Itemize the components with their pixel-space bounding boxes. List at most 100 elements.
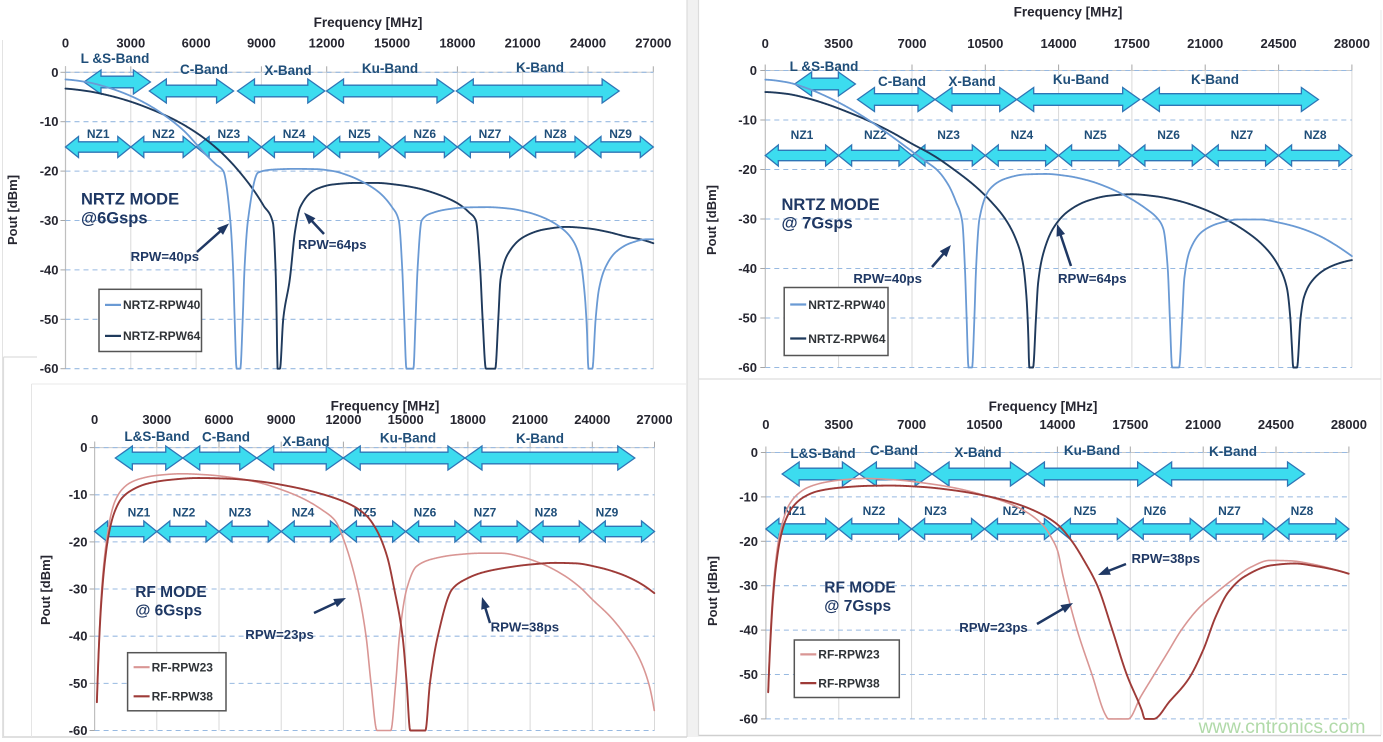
svg-text:-20: -20 [738,162,757,177]
svg-text:NZ4: NZ4 [292,506,315,520]
svg-text:Ku-Band: Ku-Band [362,61,418,76]
svg-text:0: 0 [62,35,69,50]
svg-text:NZ4: NZ4 [1011,128,1034,142]
svg-text:Frequency [MHz]: Frequency [MHz] [989,399,1098,414]
svg-text:-10: -10 [738,113,757,128]
svg-text:NZ5: NZ5 [1084,128,1107,142]
svg-text:3500: 3500 [824,36,853,51]
svg-text:21000: 21000 [505,35,541,50]
svg-text:NZ5: NZ5 [348,127,371,141]
svg-text:RPW=23ps: RPW=23ps [959,620,1028,635]
svg-text:-60: -60 [738,360,757,375]
svg-text:K-Band: K-Band [516,60,564,75]
svg-text:NZ8: NZ8 [535,506,558,520]
svg-text:Pout [dBm]: Pout [dBm] [5,175,20,245]
svg-text:RF-RPW38: RF-RPW38 [818,676,880,690]
svg-text:Ku-Band: Ku-Band [380,431,436,446]
svg-text:Ku-Band: Ku-Band [1053,72,1109,87]
svg-text:RF-RPW38: RF-RPW38 [152,690,214,704]
svg-text:NZ6: NZ6 [1144,504,1167,518]
svg-text:0: 0 [750,63,757,78]
svg-text:www.cntronics.com: www.cntronics.com [1198,716,1366,738]
svg-text:-40: -40 [738,261,757,276]
svg-text:C-Band: C-Band [870,443,918,458]
svg-text:RPW=38ps: RPW=38ps [1132,551,1201,566]
svg-text:C-Band: C-Band [180,62,228,77]
svg-text:NZ1: NZ1 [128,506,151,520]
svg-text:21000: 21000 [512,412,548,427]
svg-text:NZ7: NZ7 [1231,128,1254,142]
svg-text:NZ3: NZ3 [924,504,947,518]
svg-text:0: 0 [80,440,87,455]
svg-text:-50: -50 [739,667,758,682]
svg-text:7000: 7000 [897,417,926,432]
svg-text:Pout [dBm]: Pout [dBm] [704,185,719,255]
svg-text:X-Band: X-Band [948,74,995,89]
svg-text:3000: 3000 [116,35,145,50]
svg-text:-40: -40 [69,629,88,644]
svg-text:K-Band: K-Band [516,431,564,446]
svg-text:NZ4: NZ4 [283,127,306,141]
svg-text:RPW=64ps: RPW=64ps [298,237,367,252]
svg-text:NZ2: NZ2 [863,504,886,518]
svg-text:-40: -40 [40,262,59,277]
svg-text:RPW=23ps: RPW=23ps [245,627,314,642]
svg-text:17500: 17500 [1112,417,1148,432]
svg-text:L &S-Band: L &S-Band [81,51,150,66]
svg-text:-30: -30 [69,582,88,597]
svg-text:-50: -50 [69,676,88,691]
svg-text:NZ1: NZ1 [87,127,110,141]
svg-text:NZ9: NZ9 [609,127,632,141]
svg-text:K-Band: K-Band [1209,444,1257,459]
svg-text:12000: 12000 [309,35,345,50]
svg-text:NZ7: NZ7 [474,506,497,520]
svg-text:0: 0 [751,445,758,460]
svg-text:7000: 7000 [898,36,927,51]
svg-text:18000: 18000 [439,35,475,50]
svg-text:K-Band: K-Band [1191,72,1239,87]
svg-text:9000: 9000 [267,412,296,427]
svg-text:28000: 28000 [1331,417,1367,432]
svg-text:L&S-Band: L&S-Band [790,446,855,461]
svg-text:Pout [dBm]: Pout [dBm] [705,556,720,626]
svg-text:-30: -30 [739,578,758,593]
svg-text:L &S-Band: L &S-Band [790,59,859,74]
svg-text:L&S-Band: L&S-Band [124,429,189,444]
svg-text:RF-RPW23: RF-RPW23 [152,661,214,675]
svg-text:-10: -10 [69,487,88,502]
svg-text:0: 0 [762,36,769,51]
svg-text:-50: -50 [40,312,59,327]
svg-text:@ 7Gsps: @ 7Gsps [782,215,853,233]
svg-text:0: 0 [762,417,769,432]
svg-text:NZ3: NZ3 [937,128,960,142]
svg-text:NZ6: NZ6 [414,506,437,520]
svg-text:28000: 28000 [1334,36,1370,51]
svg-text:-30: -30 [40,213,59,228]
svg-text:NRTZ MODE: NRTZ MODE [81,191,179,209]
svg-text:24500: 24500 [1261,36,1297,51]
svg-text:NRTZ MODE: NRTZ MODE [782,196,880,214]
svg-text:C-Band: C-Band [202,430,250,445]
svg-text:3000: 3000 [142,412,171,427]
svg-text:X-Band: X-Band [264,63,311,78]
svg-text:NZ2: NZ2 [173,506,196,520]
svg-text:C-Band: C-Band [878,74,926,89]
svg-text:6000: 6000 [205,412,234,427]
svg-text:10500: 10500 [967,36,1003,51]
svg-text:-50: -50 [738,311,757,326]
svg-text:RPW=64ps: RPW=64ps [1058,271,1127,286]
svg-text:NRTZ-RPW40: NRTZ-RPW40 [808,298,886,312]
svg-text:NZ3: NZ3 [217,127,240,141]
svg-text:0: 0 [91,412,98,427]
svg-text:Frequency [MHz]: Frequency [MHz] [1014,5,1123,20]
svg-text:-20: -20 [69,534,88,549]
svg-text:NZ2: NZ2 [864,128,887,142]
svg-text:12000: 12000 [325,412,361,427]
svg-text:18000: 18000 [450,412,486,427]
svg-text:-60: -60 [739,711,758,726]
svg-text:Frequency [MHz]: Frequency [MHz] [314,15,423,30]
svg-text:14000: 14000 [1041,36,1077,51]
svg-text:NZ3: NZ3 [229,506,252,520]
svg-text:24000: 24000 [574,412,610,427]
svg-text:NZ6: NZ6 [1157,128,1180,142]
